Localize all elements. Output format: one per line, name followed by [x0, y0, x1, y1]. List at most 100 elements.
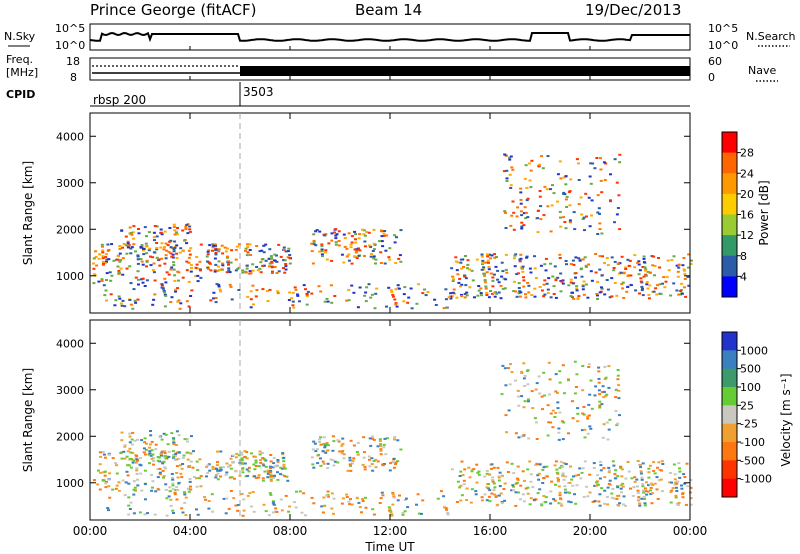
echo-cell [117, 481, 121, 484]
echo-cell [463, 296, 467, 299]
echo-cell [275, 260, 279, 263]
echo-cell [594, 385, 598, 388]
echo-cell [146, 512, 149, 515]
echo-cell [520, 435, 524, 438]
echo-cell [382, 443, 386, 446]
echo-cell [611, 487, 615, 490]
echo-cell [163, 262, 167, 265]
echo-cell [342, 261, 346, 264]
echo-cell [517, 404, 521, 407]
echo-cell [269, 470, 273, 472]
echo-cell [675, 490, 679, 492]
echo-cell [672, 282, 676, 285]
echo-cell [399, 229, 403, 232]
echo-cell [519, 202, 523, 205]
echo-cell [153, 293, 157, 296]
echo-cell [282, 463, 286, 466]
echo-cell [460, 293, 463, 296]
echo-cell [439, 490, 443, 493]
echo-cell [190, 435, 193, 438]
echo-cell [653, 265, 657, 267]
echo-cell [565, 195, 569, 198]
echo-cell [590, 279, 594, 282]
echo-cell [456, 273, 460, 276]
echo-cell [388, 507, 392, 510]
echo-cell [314, 450, 318, 453]
echo-cell [493, 256, 497, 259]
echo-cell [554, 296, 558, 299]
echo-cell [334, 237, 338, 240]
echo-cell [581, 365, 585, 367]
echo-cell [282, 465, 286, 468]
echo-cell [556, 477, 560, 480]
echo-cell [610, 295, 614, 298]
echo-cell [186, 232, 190, 235]
echo-cell [638, 269, 642, 272]
echo-cell [444, 507, 448, 509]
echo-cell [520, 267, 524, 270]
echo-cell [206, 464, 210, 467]
echo-cell [275, 511, 279, 513]
echo-cell [522, 285, 526, 288]
echo-cell [506, 471, 510, 473]
echo-cell [325, 443, 329, 446]
echo-cell [564, 491, 567, 494]
echo-cell [216, 461, 219, 464]
echo-cell [399, 260, 403, 263]
echo-cell [130, 438, 134, 441]
echo-cell [596, 474, 600, 477]
echo-cell [160, 233, 164, 236]
echo-cell [104, 482, 108, 485]
echo-cell [337, 440, 341, 443]
echo-cell [347, 259, 351, 262]
echo-cell [577, 473, 580, 476]
echo-cell [444, 288, 448, 291]
echo-cell [207, 463, 211, 466]
echo-cell [485, 486, 489, 489]
echo-cell [521, 265, 525, 268]
echo-cell [251, 491, 255, 493]
echo-cell [240, 451, 244, 454]
echo-cell [246, 246, 250, 249]
echo-cell [348, 459, 352, 462]
echo-cell [234, 269, 238, 272]
echo-cell [211, 249, 214, 252]
echo-cell [595, 481, 599, 484]
echo-cell [647, 484, 650, 487]
cpid-entry-1: rbsp 200 [93, 93, 146, 107]
echo-cell [546, 404, 550, 407]
echo-cell [203, 496, 206, 499]
echo-cell [269, 475, 273, 478]
echo-cell [526, 216, 530, 219]
echo-cell [155, 256, 159, 259]
echo-cell [179, 247, 183, 250]
echo-cell [196, 280, 200, 283]
echo-cell [463, 468, 467, 471]
echo-cell [661, 463, 665, 465]
echo-cell [220, 268, 224, 271]
echo-cell [330, 239, 334, 242]
echo-cell [558, 370, 562, 373]
echo-cell [402, 293, 406, 296]
echo-cell [468, 286, 472, 289]
echo-cell [229, 490, 233, 492]
echo-cell [114, 299, 118, 302]
colorbar-tick-label: 16 [740, 209, 754, 222]
echo-cell [466, 259, 470, 262]
colorbar-segment [722, 152, 737, 174]
echo-cell [142, 247, 145, 250]
echo-cell [345, 493, 349, 496]
echo-cell [107, 485, 111, 488]
echo-cell [189, 488, 193, 491]
time-axis-label: Time UT [364, 540, 415, 554]
colorbar-tick-label: 8 [740, 250, 747, 263]
echo-cell [214, 474, 218, 477]
echo-cell [563, 392, 566, 395]
echo-cell [598, 493, 602, 496]
echo-cell [487, 261, 490, 264]
echo-cell [169, 268, 173, 271]
echo-cell [115, 464, 119, 467]
echo-cell [528, 503, 532, 506]
y-tick-label: 3000 [56, 177, 84, 190]
